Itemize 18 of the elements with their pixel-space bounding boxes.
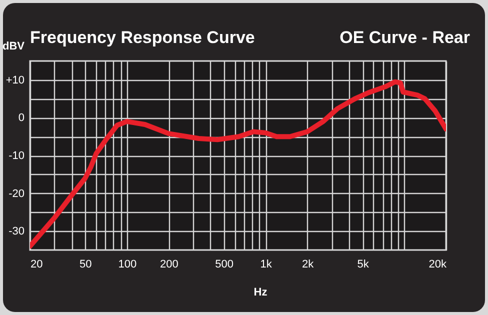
y-axis-title: dBV <box>2 40 26 52</box>
chart-title: Frequency Response Curve <box>30 28 255 48</box>
y-tick-label: 0 <box>18 112 24 124</box>
x-axis-title: Hz <box>254 286 268 298</box>
y-tick-label: -20 <box>8 188 24 200</box>
y-tick-label: -10 <box>8 150 24 162</box>
y-tick-label: -30 <box>8 226 24 238</box>
chart-subtitle: OE Curve - Rear <box>340 28 470 48</box>
x-tick-label: 20k <box>428 258 447 270</box>
x-tick-label: 500 <box>215 258 234 270</box>
x-tick-label: 50 <box>80 258 92 270</box>
x-tick-label: 2k <box>302 258 314 270</box>
x-tick-label: 20 <box>30 258 43 270</box>
x-tick-label: 5k <box>357 258 370 270</box>
x-tick-label: 200 <box>160 258 178 270</box>
y-tick-label: +10 <box>6 74 24 86</box>
x-tick-label: 100 <box>118 258 137 270</box>
x-tick-label: 1k <box>260 258 272 270</box>
